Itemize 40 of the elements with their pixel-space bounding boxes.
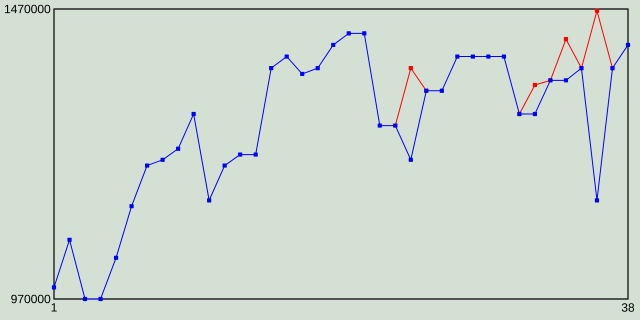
point: [346, 31, 351, 36]
point: [67, 238, 72, 242]
point: [269, 66, 274, 70]
point: [626, 42, 630, 48]
point: [129, 204, 134, 208]
point: [408, 66, 413, 70]
y-tick-label: 970000: [11, 294, 50, 304]
point: [160, 158, 165, 162]
point: [144, 163, 150, 168]
point: [455, 54, 460, 59]
y-tick-label: 1470000: [4, 4, 50, 14]
point: [176, 146, 180, 151]
point: [564, 78, 568, 82]
point: [82, 296, 88, 302]
point: [316, 66, 320, 70]
x-tick-label: 1: [52, 303, 57, 312]
point: [594, 8, 600, 13]
point: [52, 285, 56, 290]
point: [594, 198, 600, 202]
point: [238, 152, 242, 157]
point: [532, 112, 538, 116]
point: [331, 42, 336, 48]
point: [486, 54, 490, 59]
point: [98, 296, 103, 302]
point: [378, 123, 382, 128]
point: [114, 256, 118, 260]
point: [564, 37, 568, 42]
point: [192, 112, 196, 116]
point: [222, 163, 227, 168]
point: [440, 88, 444, 93]
point: [207, 198, 212, 202]
point: [284, 54, 289, 59]
point: [300, 72, 304, 76]
point: [408, 158, 413, 162]
point: [502, 54, 506, 59]
point: [362, 31, 366, 36]
point: [532, 82, 538, 88]
point: [254, 152, 258, 157]
x-tick-label: 38: [622, 303, 634, 312]
point: [470, 54, 475, 59]
